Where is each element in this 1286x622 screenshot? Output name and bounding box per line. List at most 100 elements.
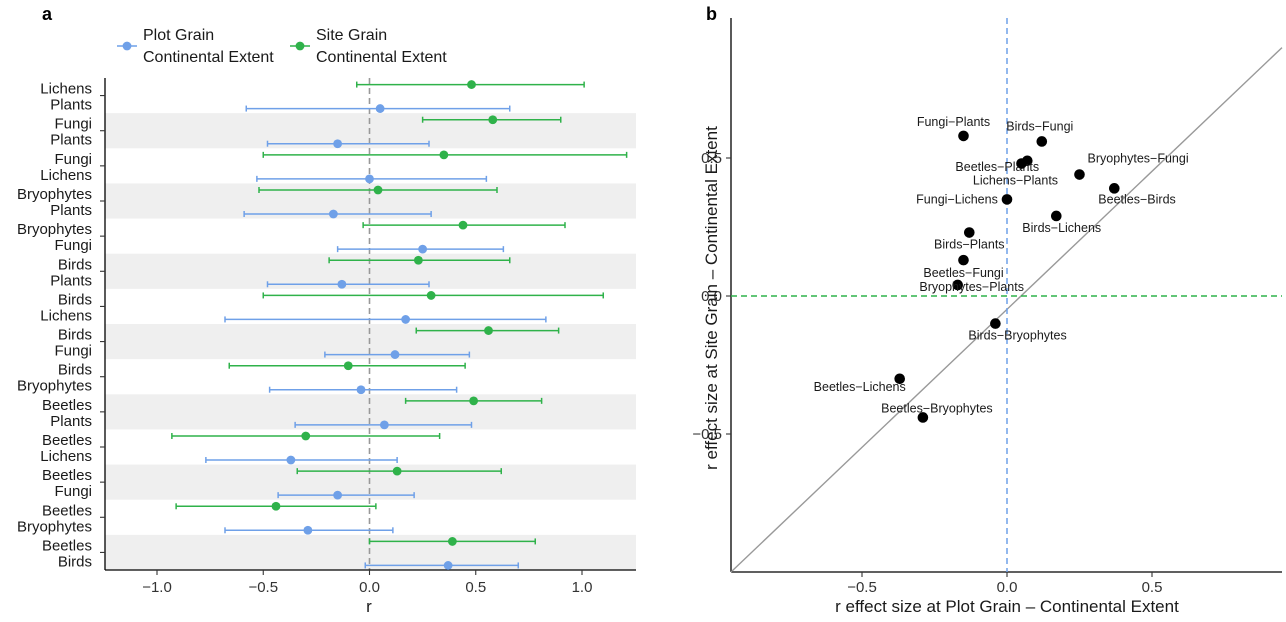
panel-b-x-axis-title: r effect size at Plot Grain – Continenta…	[835, 597, 1179, 616]
category-label-bottom: Plants	[50, 202, 92, 219]
panel-a-axes	[104, 78, 636, 571]
panel-a-label: a	[42, 4, 53, 24]
point-estimate	[373, 185, 383, 195]
category-label-bottom: Fungi	[54, 343, 92, 360]
category-label-top: Bryophytes	[17, 221, 92, 238]
point-label: Lichens−Plants	[973, 174, 1058, 188]
panel-a-x-axis-title: r	[366, 597, 372, 616]
point-estimate	[467, 80, 476, 89]
point-label: Fungi−Lichens	[916, 192, 998, 206]
category-label-top: Fungi	[54, 151, 92, 168]
scatter-point	[1109, 183, 1120, 194]
category-label-bottom: Birds	[58, 553, 92, 570]
y-tick-label: −0.5	[692, 426, 722, 443]
category-label-top: Beetles	[42, 502, 92, 519]
category-label-bottom: Plants	[50, 272, 92, 289]
category-label-bottom: Plants	[50, 413, 92, 430]
category-label-top: Beetles	[42, 467, 92, 484]
x-tick-label: 0.0	[359, 579, 380, 596]
panel-b-y-axis-title: r effect size at Site Grain – Continenta…	[702, 126, 721, 470]
x-tick-label: −1.0	[142, 579, 172, 596]
scatter-point	[964, 227, 975, 238]
category-label-bottom: Bryophytes	[17, 518, 92, 535]
legend-key-dot	[295, 41, 305, 51]
point-estimate	[379, 420, 389, 430]
point-estimate	[333, 490, 343, 500]
point-label: Beetles−Lichens	[814, 380, 906, 394]
legend-label-bottom: Continental Extent	[143, 49, 274, 66]
category-label-bottom: Plants	[50, 132, 92, 149]
category-label-top: Fungi	[54, 116, 92, 133]
x-tick-label: 0.0	[997, 579, 1018, 596]
panel-a-legend: Plot Grain Continental Extent Site Grain Co…	[117, 27, 447, 66]
point-estimate	[443, 561, 453, 570]
scatter-point	[1051, 210, 1062, 222]
scatter-point	[1016, 158, 1027, 169]
point-estimate	[447, 537, 457, 546]
point-estimate	[418, 244, 428, 254]
point-estimate	[390, 350, 400, 359]
point-estimate	[484, 326, 493, 335]
panel-a-x-ticks: −1.0 −0.5 0.0 0.5 1.0	[142, 570, 592, 596]
panel-a: a Plot Grain Continental Extent Site Grain…	[17, 4, 636, 616]
point-estimate	[375, 104, 385, 113]
point-label: Beetles−Plants	[955, 160, 1039, 174]
scatter-point	[1036, 136, 1048, 147]
category-label-bottom: Bryophytes	[17, 378, 92, 395]
point-estimate	[488, 115, 498, 125]
category-label-top: Beetles	[42, 537, 92, 554]
point-estimate	[328, 209, 338, 219]
point-estimate	[333, 139, 343, 149]
point-label: Birds−Plants	[934, 238, 1005, 252]
point-estimate	[301, 431, 311, 441]
scatter-point	[958, 130, 969, 142]
panel-b-reference-lines	[730, 18, 1283, 573]
point-label: Birds−Lichens	[1022, 221, 1101, 235]
scatter-point	[958, 254, 969, 266]
point-estimate	[271, 501, 281, 511]
scatter-point	[952, 279, 963, 291]
point-estimate	[343, 361, 353, 371]
category-label-top: Beetles	[42, 397, 92, 414]
category-label-top: Beetles	[42, 432, 92, 449]
point-estimate	[286, 455, 296, 465]
scatter-point	[917, 412, 929, 423]
point-label: Bryophytes−Fungi	[1088, 152, 1189, 166]
scatter-point	[1001, 194, 1013, 205]
point-label: Beetles−Birds	[1098, 192, 1175, 206]
category-label-top: Birds	[58, 327, 92, 344]
panel-a-marks	[171, 80, 628, 570]
category-label-top: Birds	[58, 256, 92, 273]
point-estimate	[439, 150, 449, 160]
scatter-point	[990, 318, 1001, 329]
panel-a-category-labels: LichensPlantsFungiPlantsFungiLichensBryo…	[17, 81, 105, 570]
x-tick-label: 0.5	[465, 579, 486, 596]
point-label: Beetles−Fungi	[923, 266, 1003, 280]
legend-label-top: Site Grain	[316, 27, 387, 44]
point-label: Birds−Bryophytes	[968, 329, 1066, 343]
point-estimate	[303, 525, 313, 535]
legend-key-dot	[122, 41, 132, 51]
x-tick-label: 0.5	[1142, 579, 1163, 596]
point-estimate	[413, 255, 423, 265]
point-label: Birds−Fungi	[1006, 119, 1073, 133]
panel-b: b Fungi−Plants Birds−Fungi Beetles−PlantsL…	[692, 4, 1283, 616]
panel-b-label: b	[706, 4, 717, 24]
y-tick-label: 0.5	[701, 150, 722, 167]
category-label-bottom: Lichens	[40, 448, 92, 465]
x-tick-label: −0.5	[847, 579, 877, 596]
x-tick-label: 1.0	[572, 579, 593, 596]
row-shading	[105, 113, 636, 570]
point-label: Fungi−Plants	[917, 115, 990, 129]
category-label-bottom: Plants	[50, 97, 92, 114]
category-label-bottom: Fungi	[54, 483, 92, 500]
legend-label-bottom: Continental Extent	[316, 49, 447, 66]
point-estimate	[401, 315, 411, 324]
legend-label-top: Plot Grain	[143, 27, 214, 44]
category-label-bottom: Lichens	[40, 167, 92, 184]
row-shade	[105, 394, 636, 430]
category-label-bottom: Lichens	[40, 307, 92, 324]
point-estimate	[356, 385, 366, 395]
point-estimate	[392, 466, 402, 476]
